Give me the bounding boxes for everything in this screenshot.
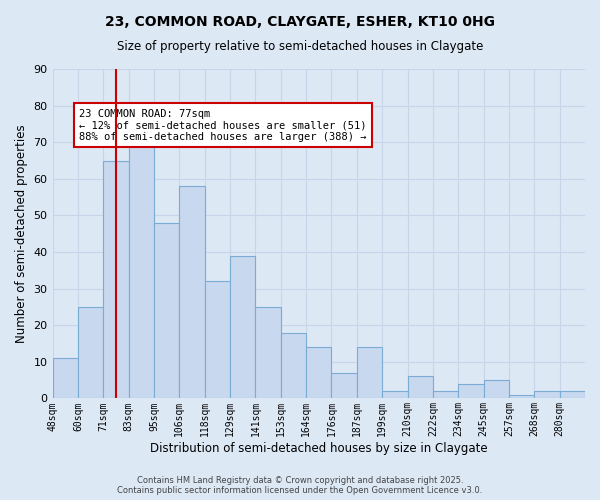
Y-axis label: Number of semi-detached properties: Number of semi-detached properties [15,124,28,343]
Bar [484,380,509,398]
Bar [534,391,560,398]
Bar [331,373,357,398]
Text: Size of property relative to semi-detached houses in Claygate: Size of property relative to semi-detach… [117,40,483,53]
Bar [78,307,103,398]
Bar [560,391,585,398]
Bar [382,391,407,398]
Text: 23 COMMON ROAD: 77sqm
← 12% of semi-detached houses are smaller (51)
88% of semi: 23 COMMON ROAD: 77sqm ← 12% of semi-deta… [79,108,367,142]
Bar [128,128,154,398]
Bar [179,186,205,398]
X-axis label: Distribution of semi-detached houses by size in Claygate: Distribution of semi-detached houses by … [150,442,488,455]
Bar [205,282,230,399]
Bar [407,376,433,398]
Text: Contains HM Land Registry data © Crown copyright and database right 2025.
Contai: Contains HM Land Registry data © Crown c… [118,476,482,495]
Bar [154,222,179,398]
Bar [103,160,128,398]
Bar [53,358,78,399]
Bar [281,332,306,398]
Bar [433,391,458,398]
Bar [256,307,281,398]
Bar [230,256,256,398]
Text: 23, COMMON ROAD, CLAYGATE, ESHER, KT10 0HG: 23, COMMON ROAD, CLAYGATE, ESHER, KT10 0… [105,15,495,29]
Bar [458,384,484,398]
Bar [306,347,331,399]
Bar [509,395,534,398]
Bar [357,347,382,399]
